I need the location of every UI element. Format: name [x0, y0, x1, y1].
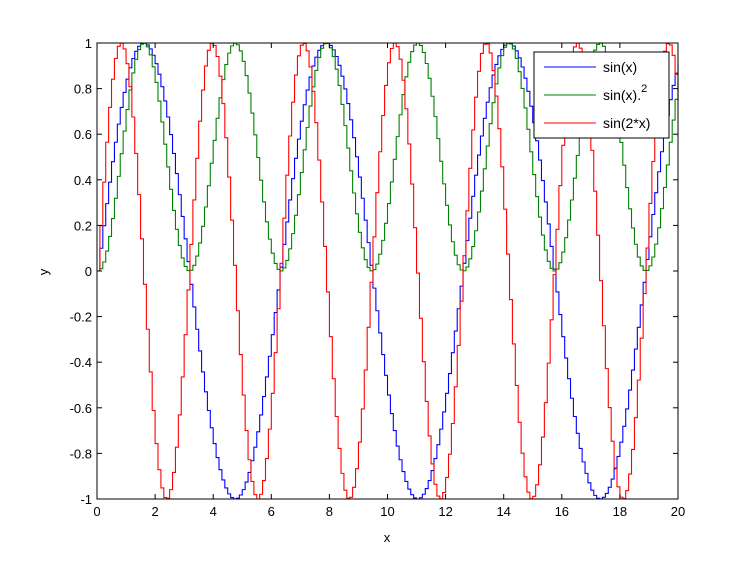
y-tick-label: -0.6	[70, 401, 92, 416]
x-tick-label: 8	[326, 504, 333, 519]
y-tick-label: 0.4	[74, 173, 92, 188]
legend-label-3: sin(2*x)	[603, 115, 650, 131]
x-tick-label: 16	[555, 504, 569, 519]
x-tick-label: 18	[613, 504, 627, 519]
x-tick-label: 6	[268, 504, 275, 519]
y-tick-label: -0.2	[70, 310, 92, 325]
x-tick-label: 14	[496, 504, 510, 519]
y-tick-label: 0.6	[74, 127, 92, 142]
series-line-1	[97, 42, 679, 500]
x-tick-label: 10	[380, 504, 394, 519]
y-tick-label: -0.4	[70, 355, 92, 370]
tick-layer: 0 2 4 6 8 10 12 14 16 18 20-1-0.8-0.6-0.4-0.200.20…	[70, 36, 686, 519]
y-tick-label: 0.2	[74, 218, 92, 233]
x-tick-label: 2	[151, 504, 158, 519]
y-tick-label: 1	[85, 36, 92, 51]
y-tick-label: -1	[80, 492, 92, 507]
legend-label-1: sin(x)	[603, 59, 637, 75]
x-tick-label: 20	[671, 504, 685, 519]
legend-entries: sin(x) sin(x).2 sin(2*x)	[544, 59, 650, 131]
y-tick-label: 0.8	[74, 82, 92, 97]
x-axis-label: x	[384, 530, 391, 545]
legend: sin(x) sin(x).2 sin(2*x)	[533, 51, 670, 139]
x-tick-label: 4	[210, 504, 217, 519]
y-tick-label: 0	[85, 264, 92, 279]
y-tick-label: -0.8	[70, 446, 92, 461]
x-tick-label: 0	[93, 504, 100, 519]
y-axis-label: y	[36, 268, 51, 275]
x-tick-label: 12	[438, 504, 452, 519]
legend-superscript: 2	[641, 83, 647, 95]
legend-label-2: sin(x).2	[603, 83, 647, 103]
